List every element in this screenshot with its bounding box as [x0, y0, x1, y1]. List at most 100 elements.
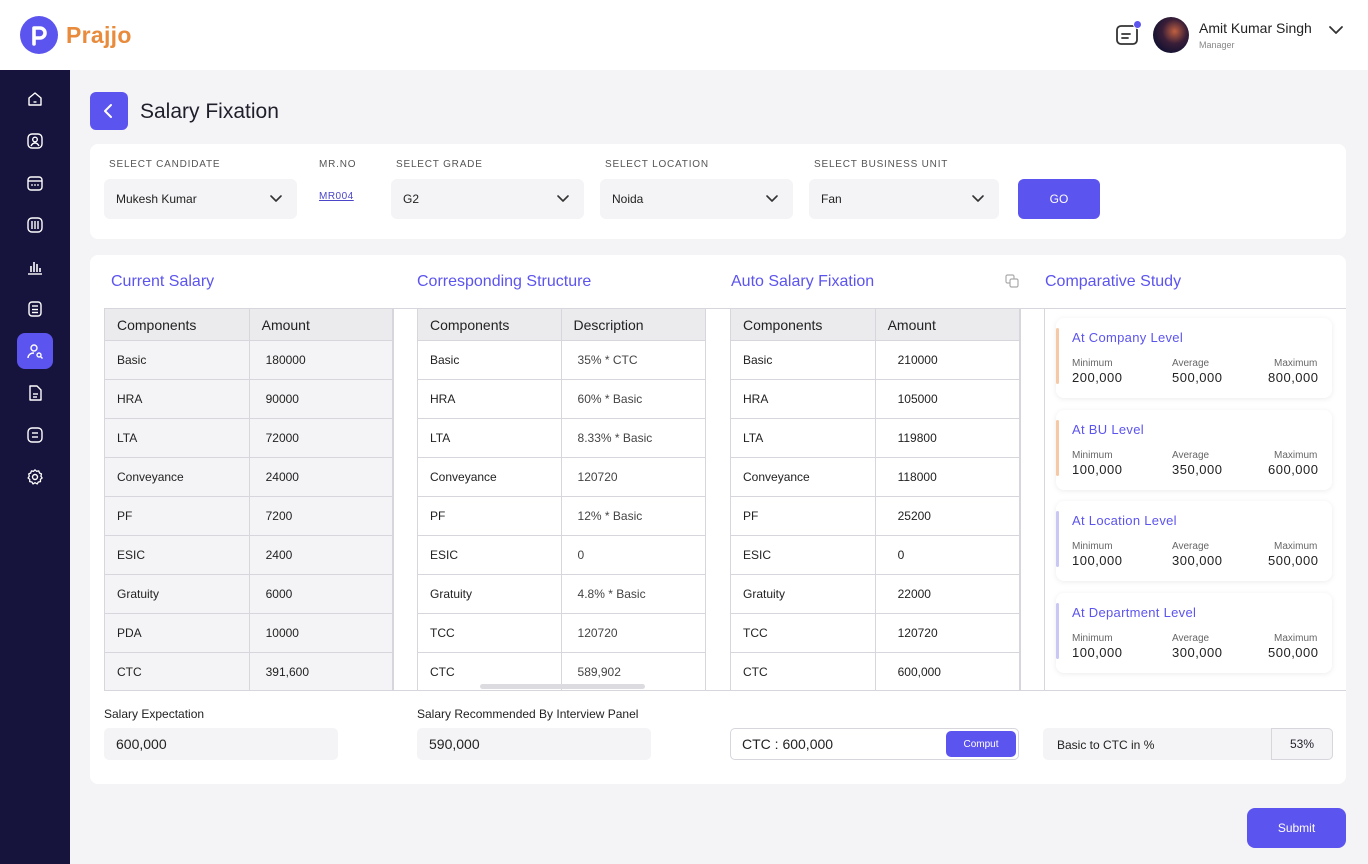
calculator-icon[interactable]: [17, 291, 53, 327]
table-row: PF 12% * Basic: [417, 496, 707, 536]
max-value: 500,000: [1268, 645, 1319, 660]
salary-expectation-field[interactable]: 600,000: [104, 728, 338, 760]
column-header: Amount: [248, 308, 394, 341]
avg-label: Average: [1172, 358, 1210, 369]
filter-card: SELECT CANDIDATE Mukesh Kumar MR.NO MR00…: [90, 144, 1346, 239]
user-role: Manager: [1199, 40, 1235, 50]
description-cell: 120720: [560, 457, 707, 497]
calendar-icon[interactable]: [17, 165, 53, 201]
back-button[interactable]: [90, 92, 128, 130]
min-value: 200,000: [1072, 370, 1123, 385]
bu-level-card: At BU Level Minimum Average Maximum 100,…: [1056, 410, 1332, 490]
chart-icon[interactable]: [17, 249, 53, 285]
component-cell: HRA: [417, 379, 562, 419]
bu-select[interactable]: Fan: [809, 179, 999, 219]
component-cell: LTA: [730, 418, 876, 458]
location-select[interactable]: Noida: [600, 179, 793, 219]
candidate-label: SELECT CANDIDATE: [109, 159, 221, 170]
logo-icon: [20, 16, 58, 54]
avg-value: 350,000: [1172, 462, 1223, 477]
table-row: Gratuity 4.8% * Basic: [417, 574, 707, 614]
recruitment-icon[interactable]: [17, 333, 53, 369]
component-cell: TCC: [730, 613, 876, 653]
auto-salary-title: Auto Salary Fixation: [731, 273, 875, 290]
current-salary-table: Components Amount Basic 180000 HRA 90000 L…: [104, 308, 394, 691]
compute-button[interactable]: Comput: [946, 731, 1016, 757]
user-name[interactable]: Amit Kumar Singh: [1199, 20, 1312, 36]
component-cell: Basic: [417, 340, 562, 380]
amount-cell: 72000: [248, 418, 394, 458]
amount-cell: 7200: [248, 496, 394, 536]
table-row: TCC 120720: [417, 613, 707, 653]
table-row: HRA 105000: [730, 379, 1021, 419]
settings-icon[interactable]: [17, 459, 53, 495]
avatar[interactable]: [1153, 17, 1189, 53]
component-cell: Gratuity: [730, 574, 876, 614]
page-title: Salary Fixation: [140, 100, 279, 123]
horizontal-scrollbar[interactable]: [480, 684, 645, 689]
chevron-down-icon: [557, 195, 569, 202]
chevron-down-icon[interactable]: [1328, 24, 1344, 36]
table-row: LTA 119800: [730, 418, 1021, 458]
accent-bar: [1056, 420, 1059, 476]
amount-cell[interactable]: 210000: [874, 340, 1021, 380]
component-cell: LTA: [104, 418, 250, 458]
amount-cell[interactable]: 118000: [874, 457, 1021, 497]
amount-cell: 10000: [248, 613, 394, 653]
table-row: Conveyance 120720: [417, 457, 707, 497]
amount-cell[interactable]: 105000: [874, 379, 1021, 419]
company-level-card: At Company Level Minimum Average Maximum…: [1056, 318, 1332, 398]
amount-cell[interactable]: 600,000: [874, 652, 1021, 691]
divider: [393, 308, 394, 691]
ctc-value: CTC : 600,000: [742, 736, 834, 752]
chevron-left-icon: [104, 104, 112, 118]
mrno-link[interactable]: MR004: [319, 191, 354, 202]
column-header: Components: [730, 308, 876, 341]
submit-button[interactable]: Submit: [1247, 808, 1346, 848]
notification-icon[interactable]: [1115, 20, 1142, 47]
component-cell: Basic: [730, 340, 876, 380]
grade-select[interactable]: G2: [391, 179, 584, 219]
current-salary-title: Current Salary: [111, 273, 215, 290]
divider: [1044, 308, 1045, 691]
go-button[interactable]: GO: [1018, 179, 1100, 219]
amount-cell[interactable]: 119800: [874, 418, 1021, 458]
comparative-title: Comparative Study: [1045, 273, 1182, 290]
user-icon[interactable]: [17, 123, 53, 159]
component-cell: ESIC: [104, 535, 250, 575]
component-cell: ESIC: [730, 535, 876, 575]
basic-to-ctc-label: Basic to CTC in %: [1057, 738, 1155, 752]
avg-label: Average: [1172, 633, 1210, 644]
description-cell: 60% * Basic: [560, 379, 707, 419]
amount-cell[interactable]: 22000: [874, 574, 1021, 614]
candidate-select[interactable]: Mukesh Kumar: [104, 179, 297, 219]
component-cell: PF: [730, 496, 876, 536]
ctc-input[interactable]: CTC : 600,000 Comput: [730, 728, 1019, 760]
table-row: Conveyance 118000: [730, 457, 1021, 497]
amount-cell[interactable]: 0: [874, 535, 1021, 575]
component-cell: HRA: [730, 379, 876, 419]
department-level-card: At Department Level Minimum Average Maxi…: [1056, 593, 1332, 673]
avg-label: Average: [1172, 541, 1210, 552]
home-icon[interactable]: [17, 81, 53, 117]
grade-label: SELECT GRADE: [396, 159, 483, 170]
card-title: At BU Level: [1072, 422, 1144, 437]
amount-cell[interactable]: 25200: [874, 496, 1021, 536]
min-label: Minimum: [1072, 358, 1113, 369]
max-value: 800,000: [1268, 370, 1319, 385]
description-cell: 0: [560, 535, 707, 575]
recommended-salary-field[interactable]: 590,000: [417, 728, 651, 760]
document-icon[interactable]: [17, 375, 53, 411]
list-icon[interactable]: [17, 417, 53, 453]
description-cell: 4.8% * Basic: [560, 574, 707, 614]
copy-icon[interactable]: [1005, 274, 1019, 288]
max-label: Maximum: [1274, 358, 1318, 369]
description-cell: 120720: [560, 613, 707, 653]
book-icon[interactable]: [17, 207, 53, 243]
location-level-card: At Location Level Minimum Average Maximu…: [1056, 501, 1332, 581]
divider: [104, 690, 1346, 691]
description-cell: 12% * Basic: [560, 496, 707, 536]
table-row: Gratuity 6000: [104, 574, 394, 614]
basic-to-ctc-value[interactable]: 53%: [1271, 728, 1333, 760]
amount-cell[interactable]: 120720: [874, 613, 1021, 653]
